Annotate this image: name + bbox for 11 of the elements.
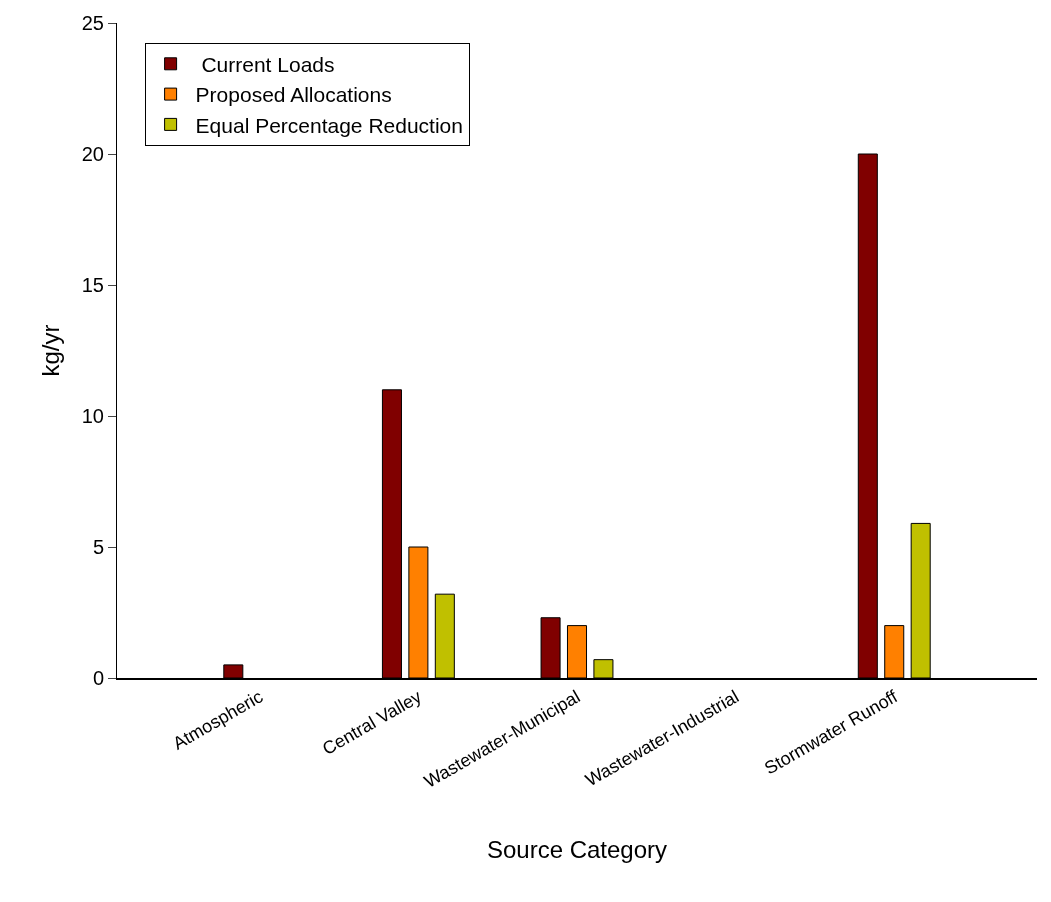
legend-label: Equal Percentage Reduction <box>195 113 463 137</box>
y-tick-label: 25 <box>81 12 104 34</box>
y-tick-label: 20 <box>81 143 104 165</box>
y-tick-label: 0 <box>92 667 104 689</box>
y-axis-title: kg/yr <box>36 324 64 377</box>
y-tick-label: 5 <box>92 536 104 558</box>
y-tick-label: 10 <box>81 405 104 427</box>
legend-label: Current Loads <box>195 52 335 76</box>
legend-label: Proposed Allocations <box>195 83 392 107</box>
y-tick-label: 15 <box>81 274 104 296</box>
x-axis-title: Source Category <box>486 835 668 863</box>
